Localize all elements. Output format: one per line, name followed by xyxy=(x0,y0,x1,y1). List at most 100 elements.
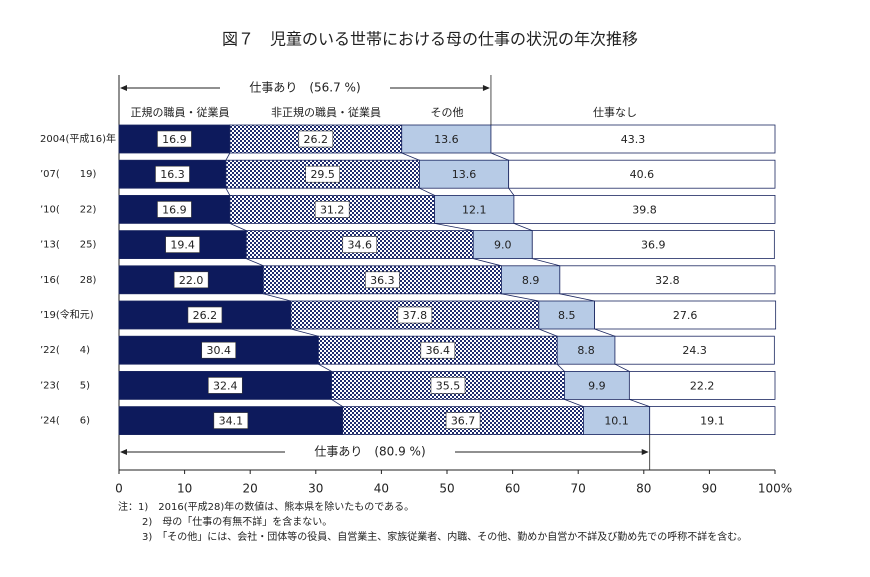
data-label: 36.9 xyxy=(641,239,666,252)
annotation: 仕事あり (80.9 %) xyxy=(314,445,425,459)
label-box xyxy=(157,130,192,148)
data-label: 16.9 xyxy=(162,133,187,146)
y-tick-label: ’24( 6) xyxy=(40,416,90,427)
y-tick-label: ’22( 4) xyxy=(40,345,90,356)
connector xyxy=(401,152,420,161)
bar-segment xyxy=(513,194,776,224)
label-box xyxy=(365,271,400,289)
bar-segment xyxy=(628,370,776,400)
data-label: 37.8 xyxy=(403,309,428,322)
data-label: 22.0 xyxy=(179,274,204,287)
x-tick-label: 100% xyxy=(758,482,792,496)
data-label: 16.9 xyxy=(162,203,187,216)
bar-segment xyxy=(564,370,630,400)
data-label: 40.6 xyxy=(630,168,655,181)
data-label: 36.4 xyxy=(426,344,451,357)
data-label: 32.8 xyxy=(655,274,680,287)
connector xyxy=(629,399,650,407)
data-label: 30.4 xyxy=(206,344,231,357)
x-tick-label: 80 xyxy=(636,482,651,496)
label-box xyxy=(445,412,481,429)
bar-segment xyxy=(649,406,776,436)
connector xyxy=(490,152,509,161)
label-box xyxy=(314,201,350,218)
x-tick-label: 40 xyxy=(374,482,389,496)
label-box xyxy=(157,201,192,218)
y-tick-label: ’10( 22) xyxy=(40,204,97,215)
bar-segment xyxy=(118,300,292,330)
y-tick-label: ’19(令和元) xyxy=(40,308,94,321)
bar-segment xyxy=(419,159,510,189)
data-label: 9.0 xyxy=(494,239,512,252)
label-box xyxy=(420,341,456,359)
label-box xyxy=(298,130,334,148)
data-label: 35.5 xyxy=(436,379,461,392)
connector xyxy=(318,363,332,372)
data-label: 8.9 xyxy=(522,274,540,287)
data-label: 34.1 xyxy=(219,415,244,428)
connector xyxy=(290,328,319,337)
chart-title: 図７ 児童のいる世帯における母の仕事の状況の年次推移 xyxy=(222,30,638,49)
data-label: 26.2 xyxy=(304,133,329,146)
bar-segment xyxy=(508,159,776,189)
connector xyxy=(246,258,264,267)
arrow-head xyxy=(641,449,649,455)
x-tick-label: 70 xyxy=(571,482,586,496)
connector xyxy=(564,399,584,407)
data-label: 19.1 xyxy=(700,415,725,428)
data-label: 43.3 xyxy=(621,133,646,146)
x-tick-label: 50 xyxy=(439,482,454,496)
label-box xyxy=(207,377,243,394)
connector xyxy=(225,152,231,161)
connector xyxy=(473,258,502,267)
data-label: 9.9 xyxy=(588,379,606,392)
label-box xyxy=(213,412,249,429)
connector xyxy=(538,328,558,337)
connector xyxy=(501,293,539,302)
label-box xyxy=(342,236,378,253)
data-label: 31.2 xyxy=(320,203,345,216)
data-label: 10.1 xyxy=(604,415,629,428)
bar-segment xyxy=(401,124,492,154)
connector xyxy=(513,223,533,231)
y-tick-label: 2004(平成16)年 xyxy=(40,132,116,145)
x-tick-label: 60 xyxy=(505,482,520,496)
label-box xyxy=(430,377,466,394)
connector xyxy=(508,187,515,196)
legend-entry: 正規の職員・従業員 xyxy=(131,105,230,119)
legend-entry: その他 xyxy=(431,106,464,119)
note: 3) 「その他」には、会社・団体等の役員、自営業主、家族従業者、内職、その他、勤… xyxy=(142,532,748,543)
data-label: 36.7 xyxy=(451,415,476,428)
connector xyxy=(331,399,343,407)
data-label: 8.5 xyxy=(558,309,576,322)
data-label: 27.6 xyxy=(673,309,698,322)
y-tick-label: ’23( 5) xyxy=(40,380,90,391)
data-label: 8.8 xyxy=(577,344,595,357)
bar-segment xyxy=(583,406,651,436)
legend-entry: 仕事なし xyxy=(593,106,637,119)
x-tick-label: 10 xyxy=(177,482,192,496)
bar-segment xyxy=(472,230,533,260)
bar-segment xyxy=(594,300,777,330)
data-label: 34.6 xyxy=(348,239,373,252)
x-tick-label: 20 xyxy=(243,482,258,496)
connector xyxy=(263,293,291,302)
x-tick-label: 90 xyxy=(702,482,717,496)
legend-entry: 非正規の職員・従業員 xyxy=(271,105,381,119)
data-label: 26.2 xyxy=(193,309,218,322)
label-box xyxy=(165,236,200,253)
notes: 注：1) 2016(平成28)年の数値は、熊本県を除いたものである。 2) 母の… xyxy=(118,500,798,545)
label-box xyxy=(173,271,209,289)
connector xyxy=(229,223,247,231)
bar-segment xyxy=(556,335,616,365)
y-tick-label: ’16( 28) xyxy=(40,275,97,286)
annotation: 仕事あり (56.7 %) xyxy=(249,81,360,95)
data-label: 19.4 xyxy=(170,239,195,252)
bar-segment xyxy=(434,194,515,224)
connector xyxy=(594,328,616,337)
connector xyxy=(225,188,231,196)
bar-segment xyxy=(118,265,264,295)
connector xyxy=(614,363,630,372)
